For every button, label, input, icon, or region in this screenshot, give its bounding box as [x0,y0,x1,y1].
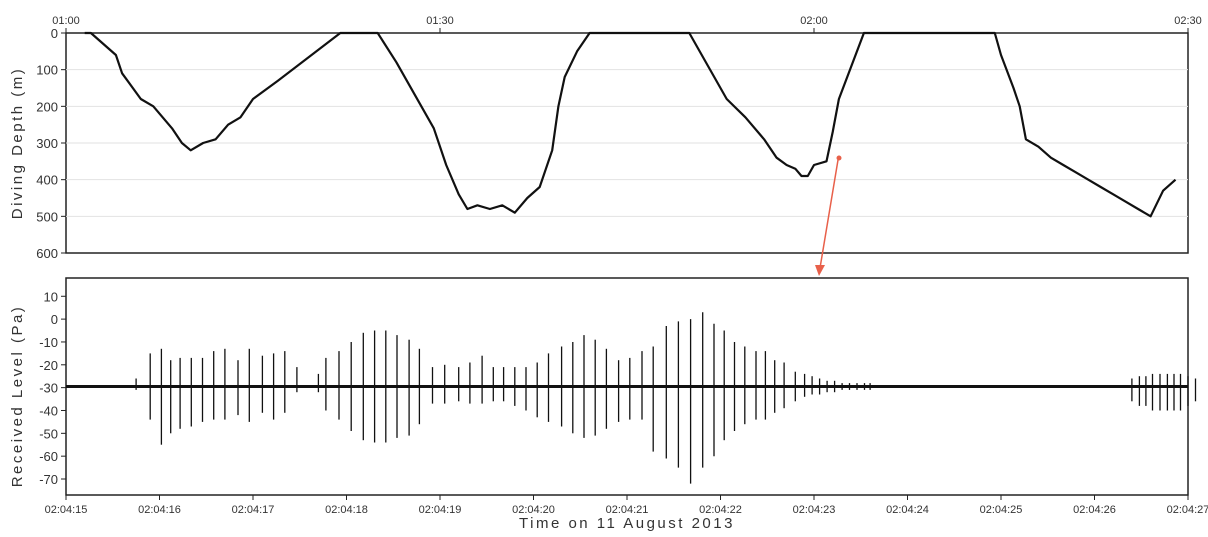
time-tick-label: 01:30 [426,15,454,27]
depth-tick-label: 600 [36,246,58,261]
depth-gridlines [66,69,1188,217]
received-level-y-axis: 10 0 -10 -20 -30 -40 -50 -60 -70 [39,289,66,487]
time-tick-label: 01:00 [52,15,80,27]
level-tick-label: -60 [39,449,58,464]
time-tick-label: 02:04:23 [793,504,836,516]
time-tick-label: 02:04:19 [419,504,462,516]
depth-tick-label: 0 [51,26,58,41]
time-tick-label: 02:04:24 [886,504,929,516]
level-tick-label: -20 [39,358,58,373]
time-axis-title: Time on 11 August 2013 [519,515,735,532]
zoom-arrow [815,155,842,276]
level-tick-label: -10 [39,335,58,350]
depth-tick-label: 300 [36,136,58,151]
time-tick-label: 02:30 [1174,15,1202,27]
level-tick-label: 0 [51,312,58,327]
level-tick-label: -30 [39,381,58,396]
depth-tick-label: 500 [36,209,58,224]
time-tick-label: 02:04:22 [699,504,742,516]
time-tick-label: 02:00 [800,15,828,27]
time-tick-label: 02:04:26 [1073,504,1116,516]
level-tick-label: -50 [39,426,58,441]
received-level-chart: 100-10-20-30-40-50-60-70 02:04:15 02:04:1… [9,277,1208,532]
level-tick-label: 10 [44,289,58,304]
time-tick-label: 02:04:15 [45,504,88,516]
time-x-axis-bottom: 02:04:15 02:04:16 02:04:17 02:04:18 02:04:19… [45,495,1208,516]
level-tick-label: -70 [39,472,58,487]
time-tick-label: 02:04:17 [232,504,275,516]
level-tick-label: -40 [39,403,58,418]
time-tick-label: 02:04:16 [138,504,181,516]
depth-axis-title: Diving Depth (m) [9,67,26,220]
time-tick-label: 02:04:25 [980,504,1023,516]
depth-tick-label: 100 [36,63,58,78]
time-x-axis-top: 01:00 01:30 02:00 02:30 [52,15,1202,33]
time-tick-label: 02:04:21 [606,504,649,516]
depth-tick-label: 400 [36,173,58,188]
depth-y-axis: 0 100 200 300 400 500 600 [36,26,66,261]
depth-chart: 0 100 200 300 400 500 600 01:00 01:30 02:00 02:30… [9,15,1202,261]
depth-tick-label: 200 [36,99,58,114]
dive-depth-line [84,31,1177,218]
time-tick-label: 02:04:18 [325,504,368,516]
time-tick-label: 02:04:20 [512,504,555,516]
time-tick-label: 02:04:27 [1167,504,1208,516]
received-level-axis-title: Received Level (Pa) [9,305,26,488]
